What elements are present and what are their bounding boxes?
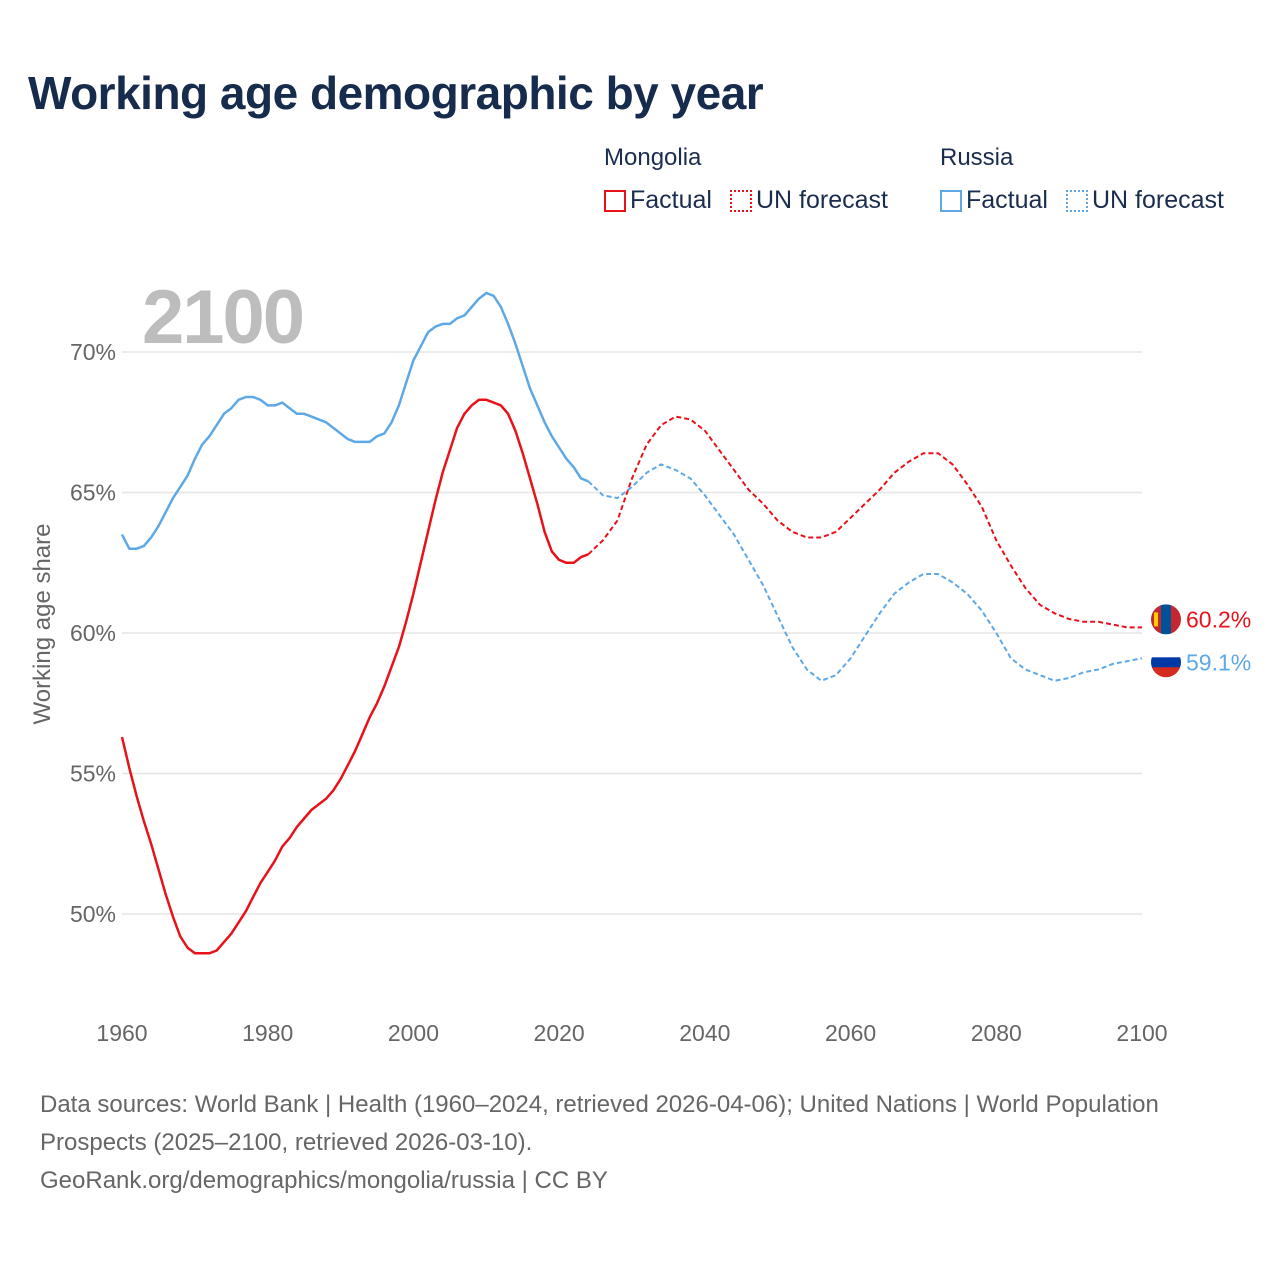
legend-item-russia-forecast[interactable]: UN forecast xyxy=(1065,186,1224,215)
legend-mongolia: Mongolia Factual UN forecast xyxy=(604,144,888,215)
attribution-link[interactable]: GeoRank.org/demographics/mongolia/russia… xyxy=(40,1167,608,1194)
x-tick-label: 2080 xyxy=(971,1020,1022,1046)
legend-swatch-solid-icon xyxy=(940,189,962,212)
x-tick-label: 2040 xyxy=(679,1020,730,1046)
series-line-russia-factual xyxy=(120,291,589,550)
flag-mongolia-icon xyxy=(1151,604,1181,635)
line-chart: 50% 55% 60% 65% 70% 1960 1980 2000 2020 2040 2060 2… xyxy=(29,275,1251,1046)
legend-swatch-dotted-icon xyxy=(1065,189,1088,212)
legend-item-mongolia-forecast[interactable]: UN forecast xyxy=(729,186,888,215)
y-tick-label: 70% xyxy=(70,339,116,365)
y-tick-label: 65% xyxy=(70,480,116,506)
legend-label: Factual xyxy=(630,186,712,214)
legend-label: Factual xyxy=(966,186,1048,214)
series-line-russia-forecast xyxy=(587,463,1143,682)
x-tick-label: 2020 xyxy=(534,1020,585,1046)
end-label-russia: 59.1% xyxy=(1186,649,1251,675)
x-tick-label: 1960 xyxy=(96,1020,147,1046)
y-tick-label: 55% xyxy=(70,761,116,787)
legend-label: UN forecast xyxy=(1091,186,1224,214)
x-tick-label: 2000 xyxy=(388,1020,439,1046)
legend-item-russia-factual[interactable]: Factual xyxy=(940,186,1048,215)
series-line-mongolia-forecast xyxy=(587,415,1142,629)
legend-swatch-dotted-icon xyxy=(729,189,752,212)
legend-label: UN forecast xyxy=(755,186,888,214)
legend-russia: Russia Factual UN forecast xyxy=(940,144,1224,215)
y-axis-label: Working age share xyxy=(29,524,56,725)
flag-russia-icon xyxy=(1151,647,1181,678)
chart-title: Working age demographic by year xyxy=(28,67,764,119)
legend-country-russia: Russia xyxy=(940,144,1014,171)
year-watermark: 2100 xyxy=(142,275,303,360)
legend-item-mongolia-factual[interactable]: Factual xyxy=(604,186,712,215)
data-sources: Data sources: World Bank | Health (1960–… xyxy=(40,1091,1159,1156)
footer: Data sources: World Bank | Health (1960–… xyxy=(40,1086,1220,1200)
y-tick-label: 60% xyxy=(70,620,116,646)
y-tick-label: 50% xyxy=(70,901,116,927)
series-line-mongolia-factual xyxy=(120,398,589,955)
x-tick-label: 1980 xyxy=(242,1020,293,1046)
x-tick-label: 2060 xyxy=(825,1020,876,1046)
legend-country-mongolia: Mongolia xyxy=(604,144,702,171)
end-label-mongolia: 60.2% xyxy=(1186,606,1251,632)
x-tick-label: 2100 xyxy=(1116,1020,1167,1046)
legend-swatch-solid-icon xyxy=(604,189,626,212)
